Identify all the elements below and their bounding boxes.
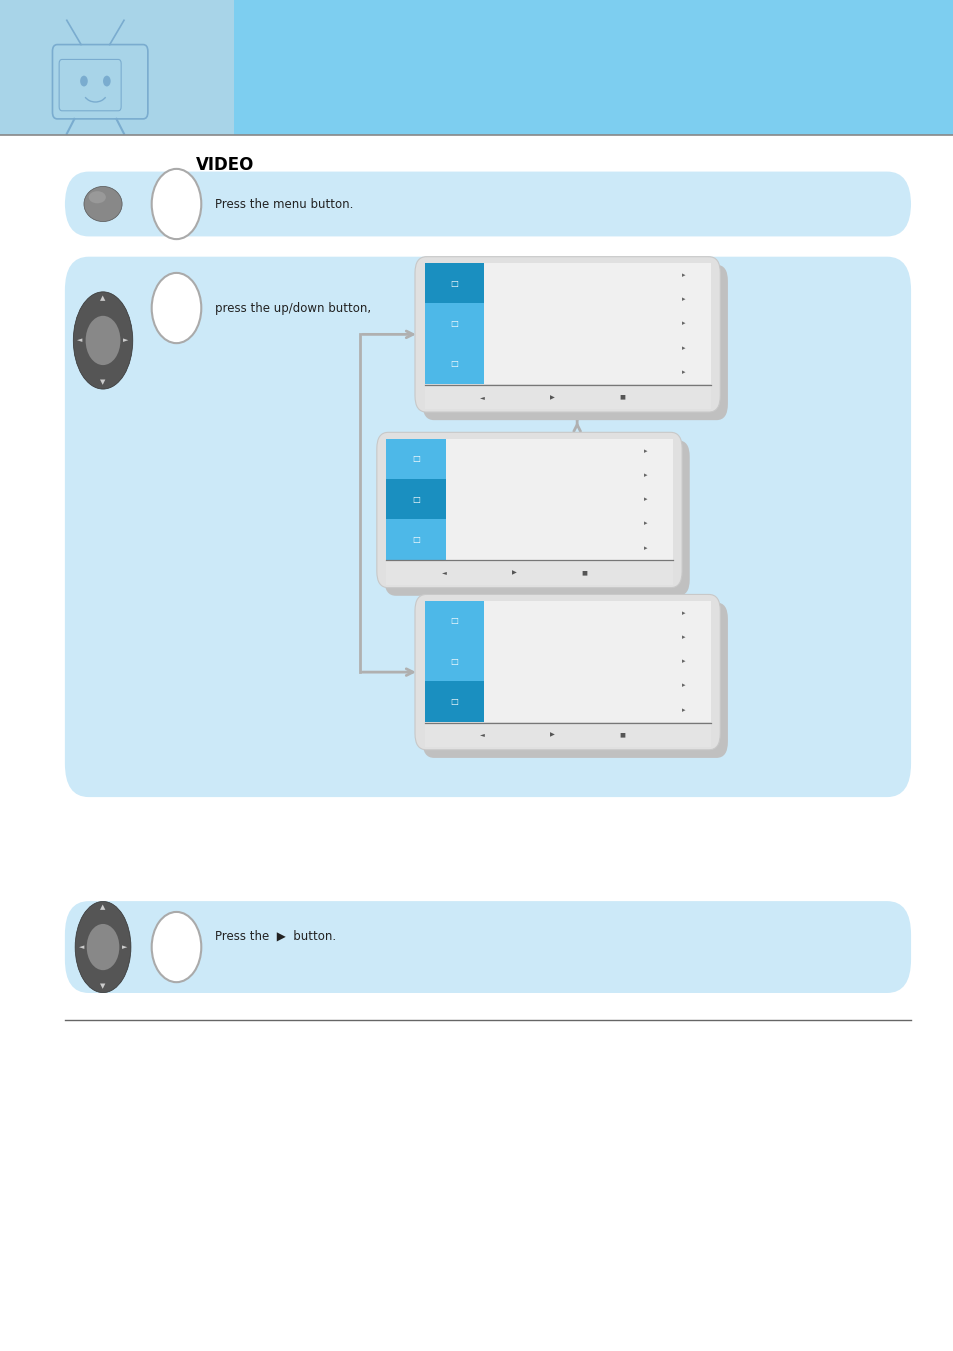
Text: ▸: ▸ — [681, 609, 684, 616]
Text: ▸: ▸ — [681, 369, 684, 376]
FancyBboxPatch shape — [65, 257, 910, 797]
Ellipse shape — [89, 192, 106, 204]
Circle shape — [103, 76, 111, 86]
Text: ■: ■ — [619, 394, 625, 400]
Ellipse shape — [87, 940, 102, 954]
FancyBboxPatch shape — [65, 172, 910, 236]
Circle shape — [152, 273, 201, 343]
Text: ▲: ▲ — [100, 296, 106, 301]
Text: ◄: ◄ — [79, 944, 84, 950]
Text: ▸: ▸ — [643, 544, 646, 551]
FancyBboxPatch shape — [424, 385, 710, 409]
Ellipse shape — [73, 292, 132, 389]
Text: ▸: ▸ — [643, 496, 646, 503]
Ellipse shape — [84, 186, 122, 222]
Text: □: □ — [450, 616, 457, 626]
Text: ▸: ▸ — [643, 447, 646, 454]
Ellipse shape — [104, 334, 120, 347]
FancyBboxPatch shape — [422, 603, 727, 758]
Text: Press the menu button.: Press the menu button. — [214, 197, 353, 211]
FancyBboxPatch shape — [386, 480, 445, 519]
FancyBboxPatch shape — [386, 439, 672, 559]
Circle shape — [152, 912, 201, 982]
FancyBboxPatch shape — [386, 439, 445, 559]
Text: □: □ — [450, 697, 457, 707]
Text: ▶: ▶ — [550, 732, 554, 738]
FancyBboxPatch shape — [415, 594, 720, 750]
Text: ▸: ▸ — [681, 296, 684, 303]
Ellipse shape — [86, 334, 102, 347]
Text: □: □ — [450, 278, 457, 288]
Ellipse shape — [96, 312, 110, 332]
Text: ▲: ▲ — [100, 905, 106, 911]
Text: ►: ► — [123, 338, 129, 343]
Text: ▸: ▸ — [681, 707, 684, 713]
Text: □: □ — [412, 494, 419, 504]
Text: ▶: ▶ — [512, 570, 516, 576]
FancyBboxPatch shape — [0, 0, 233, 135]
Text: □: □ — [412, 454, 419, 463]
Text: ■: ■ — [619, 732, 625, 738]
Text: press the up/down button,: press the up/down button, — [214, 301, 371, 315]
Ellipse shape — [104, 940, 119, 954]
FancyBboxPatch shape — [424, 263, 483, 304]
Text: ▸: ▸ — [643, 471, 646, 478]
Text: □: □ — [450, 657, 457, 666]
FancyBboxPatch shape — [376, 432, 681, 588]
Ellipse shape — [97, 954, 109, 974]
FancyBboxPatch shape — [384, 440, 689, 596]
FancyBboxPatch shape — [424, 681, 483, 721]
Text: ▸: ▸ — [681, 634, 684, 640]
FancyBboxPatch shape — [386, 561, 672, 585]
Text: ▸: ▸ — [681, 320, 684, 327]
Circle shape — [152, 169, 201, 239]
Text: ▸: ▸ — [681, 682, 684, 689]
FancyBboxPatch shape — [424, 263, 483, 384]
Ellipse shape — [97, 920, 109, 940]
Text: ◄: ◄ — [479, 732, 484, 738]
Text: □: □ — [450, 319, 457, 328]
Ellipse shape — [75, 901, 131, 993]
FancyBboxPatch shape — [422, 265, 727, 420]
FancyBboxPatch shape — [65, 901, 910, 993]
Text: ▸: ▸ — [681, 345, 684, 351]
FancyBboxPatch shape — [424, 601, 710, 721]
Text: ▸: ▸ — [681, 272, 684, 278]
Text: ◄: ◄ — [479, 394, 484, 400]
Circle shape — [87, 924, 119, 970]
FancyBboxPatch shape — [424, 263, 710, 384]
Ellipse shape — [96, 349, 110, 369]
FancyBboxPatch shape — [233, 0, 953, 135]
Text: ▸: ▸ — [681, 658, 684, 665]
Text: ◄: ◄ — [77, 338, 83, 343]
Text: ■: ■ — [581, 570, 587, 576]
Circle shape — [86, 316, 120, 365]
Text: ►: ► — [122, 944, 127, 950]
FancyBboxPatch shape — [424, 601, 483, 721]
Text: ▶: ▶ — [550, 394, 554, 400]
Text: ◄: ◄ — [441, 570, 446, 576]
Text: □: □ — [450, 359, 457, 369]
Text: ▼: ▼ — [100, 380, 106, 385]
FancyBboxPatch shape — [424, 723, 710, 747]
FancyBboxPatch shape — [415, 257, 720, 412]
Text: VIDEO: VIDEO — [195, 155, 253, 174]
Text: Press the  ▶  button.: Press the ▶ button. — [214, 929, 335, 943]
Text: ▼: ▼ — [100, 984, 106, 989]
Text: ▸: ▸ — [643, 520, 646, 527]
Circle shape — [80, 76, 88, 86]
Text: □: □ — [412, 535, 419, 544]
